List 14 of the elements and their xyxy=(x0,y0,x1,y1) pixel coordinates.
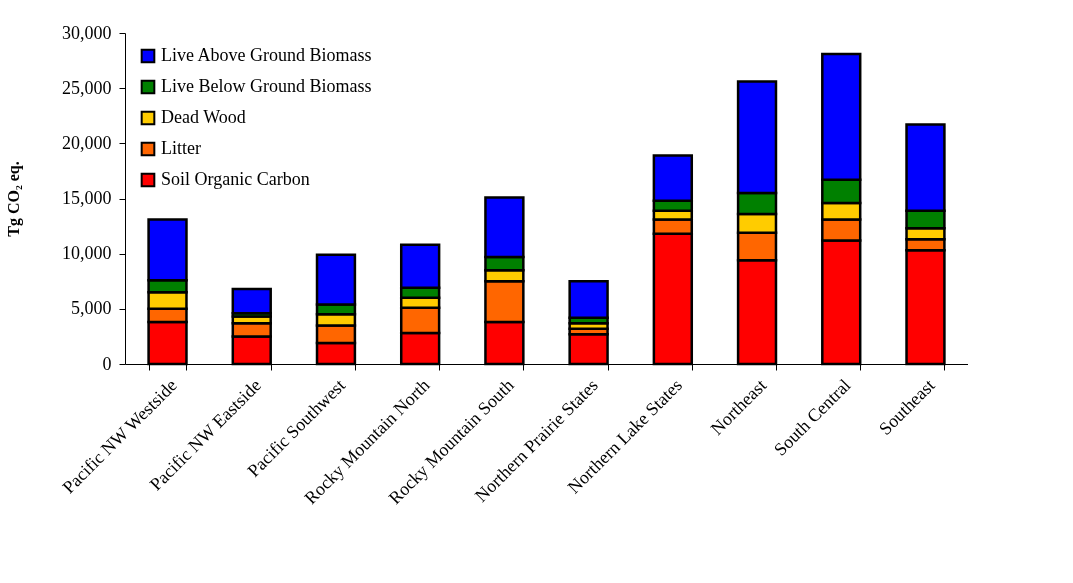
legend-label: Soil Organic Carbon xyxy=(161,169,310,189)
bar xyxy=(231,287,272,315)
y-tick-label: 10,000 xyxy=(62,243,112,264)
y-tick-label: 5,000 xyxy=(71,298,112,319)
legend-label: Live Above Ground Biomass xyxy=(161,45,372,65)
y-tick-label: 20,000 xyxy=(62,132,112,153)
y-tick-label: 15,000 xyxy=(62,188,112,208)
y-tick-label: 25,000 xyxy=(62,77,112,98)
y-axis-title: Tg CO₂ eq. xyxy=(5,161,23,237)
legend-label: Litter xyxy=(161,138,201,158)
y-tick-label: 0 xyxy=(102,353,112,374)
legend-label: Live Below Ground Biomass xyxy=(161,76,372,96)
y-tick-label: 30,000 xyxy=(62,22,112,43)
legend-label: Dead Wood xyxy=(161,107,246,127)
